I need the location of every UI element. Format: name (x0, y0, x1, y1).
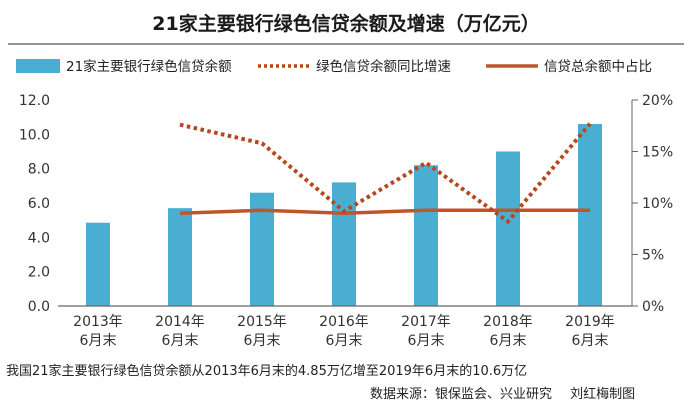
x-tick-label-year: 2017年 (401, 314, 451, 330)
author-credit: 刘红梅制图 (570, 387, 636, 402)
bar (168, 208, 192, 306)
y-left-tick-label: 6.0 (28, 196, 50, 212)
chart-title: 21家主要银行绿色信贷余额及增速（万亿元） (152, 12, 539, 35)
y-left-tick-label: 8.0 (28, 162, 50, 178)
growth-line (179, 122, 592, 225)
y-left-tick-label: 12.0 (19, 93, 50, 109)
x-tick-label-month: 6月末 (572, 333, 609, 349)
source-text: 数据来源：银保监会、兴业研究 (370, 387, 553, 402)
bar (496, 151, 520, 306)
x-tick-label-year: 2014年 (155, 314, 205, 330)
y-right-tick-label: 0% (642, 299, 664, 315)
legend-label-bar: 21家主要银行绿色信贷余额 (66, 58, 232, 75)
x-tick-label-month: 6月末 (326, 333, 363, 349)
bar-series (86, 124, 602, 307)
x-tick-label-month: 6月末 (408, 333, 445, 349)
legend: 21家主要银行绿色信贷余额 绿色信贷余额同比增速 信贷总余额中占比 (16, 58, 652, 75)
share-line (179, 208, 590, 216)
x-tick-label-year: 2019年 (565, 314, 615, 330)
x-axis-labels: 2013年 6月末 2014年 6月末 2015年 6月末 2016年 6月末 2017年 6月末… (73, 314, 615, 349)
y-left-tick-label: 10.0 (19, 127, 50, 143)
footnote: 我国21家主要银行绿色信贷余额从2013年6月末的4.85万亿增至2019年6月… (6, 364, 528, 379)
x-tick-label-year: 2015年 (237, 314, 287, 330)
y-left-tick-label: 4.0 (28, 230, 50, 246)
bar (578, 124, 602, 307)
x-tick-label-month: 6月末 (80, 333, 117, 349)
x-tick-label-month: 6月末 (490, 333, 527, 349)
x-tick-label-year: 2013年 (73, 314, 123, 330)
legend-label-growth: 绿色信贷余额同比增速 (316, 58, 451, 75)
x-tick-label-month: 6月末 (244, 333, 281, 349)
bar (414, 165, 438, 306)
source-line: 数据来源：银保监会、兴业研究 刘红梅制图 (370, 383, 635, 402)
legend-swatch-bar (16, 59, 60, 73)
y-left-tick-label: 2.0 (28, 265, 50, 281)
chart: 21家主要银行绿色信贷余额及增速（万亿元） 21家主要银行绿色信贷余额 绿色信贷余… (8, 12, 684, 349)
line-series (179, 122, 592, 225)
y-left-tick-label: 0.0 (28, 299, 50, 315)
y-right-tick-label: 15% (642, 145, 673, 161)
y-right-tick-label: 20% (642, 93, 673, 109)
y-right-tick-label: 10% (642, 196, 673, 212)
legend-label-share: 信贷总余额中占比 (544, 58, 652, 75)
bar (332, 182, 356, 306)
right-axis: 0% 5% 10% 15% 20% (632, 93, 673, 315)
x-tick-label-year: 2016年 (319, 314, 369, 330)
x-tick-label-month: 6月末 (162, 333, 199, 349)
bar (86, 222, 110, 306)
left-axis: 0.0 2.0 4.0 6.0 8.0 10.0 12.0 (19, 93, 50, 315)
y-right-tick-label: 5% (642, 248, 664, 264)
x-tick-label-year: 2018年 (483, 314, 533, 330)
